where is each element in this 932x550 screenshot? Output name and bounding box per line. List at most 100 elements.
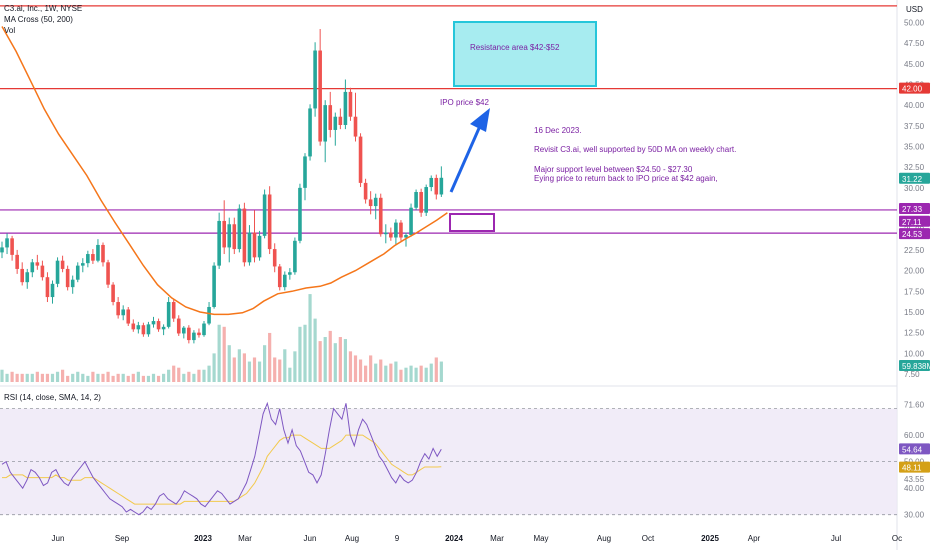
candle-body — [192, 332, 196, 341]
volume-bar — [242, 353, 246, 382]
volume-bar — [237, 349, 241, 382]
volume-bar — [404, 367, 408, 382]
volume-bar — [96, 373, 100, 382]
volume-bar — [101, 373, 105, 382]
price-tags: 42.00 31.22 27.33 27.11 24.53 59.838M 54.64 48.… — [899, 82, 932, 473]
trend-arrow-head — [470, 108, 490, 132]
volume-bar — [273, 357, 277, 382]
price-tag-bg — [899, 360, 930, 371]
rsi-tick-label: 71.60 — [904, 400, 925, 409]
ma-cross-label[interactable]: MA Cross (50, 200) — [4, 15, 73, 24]
volume-bar — [389, 363, 393, 382]
price-tag-bg — [899, 202, 930, 214]
volume-bar — [76, 371, 80, 382]
time-tick-label: 2024 — [445, 534, 463, 543]
volume-bar — [136, 371, 140, 382]
candle-body — [45, 277, 50, 298]
candle-body — [323, 105, 327, 142]
volume-bar — [222, 326, 226, 382]
price-tick-label: 50.00 — [904, 18, 925, 27]
candle-body — [60, 260, 65, 269]
candle-body — [65, 268, 70, 288]
volume-bar — [298, 326, 302, 382]
candle-body — [272, 249, 277, 267]
price-tag: 27.33 — [902, 205, 923, 214]
price-tag: 24.53 — [902, 230, 923, 239]
candle-body — [242, 208, 247, 263]
volume-bar — [379, 359, 383, 382]
volume-bar — [55, 371, 60, 382]
candle-body — [187, 327, 191, 341]
ipo-annotation[interactable]: IPO price $42 — [440, 98, 489, 107]
time-tick-label: 2025 — [701, 534, 719, 543]
candle-body — [146, 324, 151, 335]
volume-bar — [10, 371, 14, 382]
candle-body — [15, 254, 19, 269]
volume-bar — [182, 373, 186, 382]
candle-body — [434, 177, 439, 195]
volume-bar — [288, 367, 292, 382]
volume-label[interactable]: Vol — [4, 26, 16, 35]
price-tick-label: 35.00 — [904, 143, 925, 152]
candle-body — [91, 254, 95, 261]
candle-body — [75, 265, 80, 280]
volume-bar — [338, 337, 342, 382]
volume-bar — [25, 373, 29, 382]
rsi-tag-bg — [899, 443, 930, 455]
candle-body — [35, 262, 40, 266]
volume-bar — [111, 375, 115, 382]
volume-bar — [247, 361, 252, 382]
price-tag: 31.22 — [902, 175, 923, 184]
candle-body — [70, 279, 75, 288]
candle-body — [333, 116, 338, 130]
volume-bar — [141, 375, 145, 382]
candle-body — [419, 192, 423, 213]
candle-body — [267, 194, 272, 250]
note-line-3[interactable]: Eying price to return back to IPO price … — [534, 174, 718, 183]
symbol-title[interactable]: C3.ai, Inc., 1W, NYSE — [4, 4, 83, 13]
candle-body — [5, 238, 9, 248]
candle-body — [399, 222, 403, 238]
volume-bar — [333, 343, 337, 382]
candle-body — [166, 302, 171, 327]
volume-bar — [106, 371, 110, 382]
candle-body — [343, 91, 348, 125]
candle-body — [227, 224, 232, 248]
candle-body — [262, 194, 267, 236]
note-date[interactable]: 16 Dec 2023. — [534, 126, 582, 135]
price-tick-label: 20.00 — [904, 267, 925, 276]
time-tick-label: Aug — [345, 534, 359, 543]
volume-bar — [328, 330, 332, 382]
candle-body — [404, 235, 408, 238]
candle-body — [252, 232, 257, 258]
volume-bar — [353, 355, 358, 382]
rsi-label[interactable]: RSI (14, close, SMA, 14, 2) — [4, 393, 101, 402]
ma50-line — [1, 26, 448, 316]
candle-body — [50, 283, 55, 298]
volume-bar — [232, 357, 236, 382]
candle-body — [106, 262, 110, 285]
candle-body — [30, 262, 35, 273]
trend-arrow-shaft — [449, 125, 482, 193]
note-line-1[interactable]: Revisit C3.ai, well supported by 50D MA … — [534, 145, 737, 154]
volume-bar — [151, 373, 156, 382]
volume-bar — [268, 332, 272, 382]
horizontal-lines — [0, 5, 897, 234]
candle-body — [414, 192, 418, 208]
candle-body — [394, 222, 398, 238]
candle-body — [222, 220, 226, 248]
candle-body — [101, 244, 105, 263]
candle-body — [202, 323, 206, 336]
volume-bar — [45, 373, 50, 382]
candle-body — [40, 265, 45, 278]
note-line-2[interactable]: Major support level between $24.50 - $27… — [534, 165, 693, 174]
volume-bar — [116, 373, 120, 382]
volume-bar — [192, 373, 196, 382]
volume-bar — [384, 365, 388, 382]
volume-bar — [283, 349, 287, 382]
candle-body — [293, 240, 297, 273]
resistance-annotation[interactable]: Resistance area $42-$52 — [470, 43, 560, 52]
rsi-ma-line — [2, 434, 442, 505]
volume-bar — [434, 357, 438, 382]
